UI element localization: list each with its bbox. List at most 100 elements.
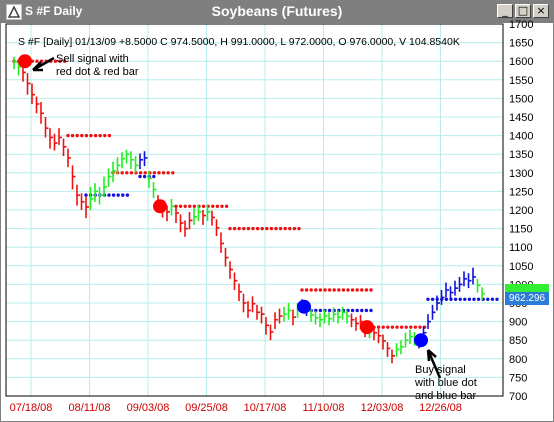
maximize-button[interactable]: □ xyxy=(515,4,531,18)
sell-stop-dots xyxy=(386,325,390,329)
y-tick-label: 1650 xyxy=(509,38,533,50)
sell-stop-dots xyxy=(399,325,404,329)
buy-signal-dot xyxy=(414,333,428,348)
buy-annotation: Buy signal with blue dot and blue bar xyxy=(415,364,477,403)
sell-stop-dots xyxy=(171,171,175,175)
y-tick-label: 750 xyxy=(509,372,527,384)
plot-border xyxy=(5,23,504,397)
buy-stop-dots xyxy=(121,193,125,197)
sell-stop-dots xyxy=(232,226,237,231)
sell-stop-dots xyxy=(297,226,301,231)
buy-stop-dots xyxy=(490,297,495,301)
buy-stop-dots xyxy=(116,193,120,197)
sell-stop-dots xyxy=(381,325,385,329)
sell-stop-dots xyxy=(413,325,418,329)
sell-stop-dots xyxy=(360,288,364,292)
sell-stop-dots xyxy=(292,226,297,231)
buy-stop-dots xyxy=(111,193,116,197)
sell-stop-dots xyxy=(89,133,93,138)
sell-stop-dots xyxy=(161,171,166,175)
sell-stop-dots xyxy=(300,288,304,292)
sell-stop-dots xyxy=(143,171,147,175)
sell-stop-dots xyxy=(327,288,332,292)
sell-stop-dots xyxy=(103,133,107,138)
sell-stop-dots xyxy=(364,288,369,292)
y-tick-label: 1600 xyxy=(509,56,533,68)
y-tick-label: 1250 xyxy=(509,186,533,198)
sell-stop-dots xyxy=(337,288,341,292)
sell-stop-dots xyxy=(255,226,260,231)
sell-stop-dots xyxy=(188,204,192,208)
sell-stop-dots xyxy=(152,171,157,175)
buy-stop-dots xyxy=(444,297,449,301)
y-tick-label: 1450 xyxy=(509,112,533,124)
buy-annotation-line1: Buy signal xyxy=(415,364,466,376)
buy-stop-dots xyxy=(138,174,142,179)
sell-stop-dots xyxy=(409,325,413,329)
sell-stop-dots xyxy=(246,226,251,231)
sell-stop-dots xyxy=(332,288,336,292)
sell-stop-dots xyxy=(314,288,318,292)
sell-stop-dots xyxy=(53,59,58,63)
sell-signal-dot xyxy=(153,199,167,214)
buy-stop-dots xyxy=(467,297,472,301)
buy-signal-dot xyxy=(297,299,311,314)
buy-stop-dots xyxy=(369,308,373,313)
sell-stop-dots xyxy=(98,133,102,138)
x-tick-label: 10/17/08 xyxy=(244,402,287,414)
y-tick-label: 1550 xyxy=(509,75,533,87)
sell-stop-dots xyxy=(215,204,220,208)
last-bar-marker xyxy=(505,284,549,292)
buy-arrow xyxy=(426,349,442,379)
buy-annotation-line2: with blue dot xyxy=(415,377,477,389)
y-tick-label: 1050 xyxy=(509,261,533,273)
close-button[interactable]: × xyxy=(533,4,549,18)
quote-info-line: S #F [Daily] 01/13/09 +8.5000 C 974.5000… xyxy=(18,36,460,48)
y-tick-label: 900 xyxy=(509,317,527,329)
y-tick-label: 800 xyxy=(509,354,527,366)
sell-stop-dots xyxy=(350,288,355,292)
sell-stop-dots xyxy=(192,204,197,208)
sell-stop-dots xyxy=(274,226,278,231)
sell-stop-dots xyxy=(346,288,350,292)
sell-stop-dots xyxy=(224,204,229,208)
buy-stop-dots xyxy=(458,297,462,301)
sell-stop-dots xyxy=(355,288,359,292)
sell-stop-dots xyxy=(369,288,373,292)
sell-stop-dots xyxy=(62,59,67,63)
sell-stop-dots xyxy=(265,226,269,231)
buy-stop-dots xyxy=(318,308,323,313)
x-tick-label: 09/25/08 xyxy=(185,402,228,414)
sell-stop-dots xyxy=(309,288,313,292)
sell-stop-dots xyxy=(166,171,170,175)
last-price-tag: 962.296 xyxy=(505,292,549,305)
sell-arrow xyxy=(32,56,55,72)
sell-stop-dots xyxy=(278,226,283,231)
sell-stop-dots xyxy=(93,133,98,138)
app-icon xyxy=(6,4,22,20)
sell-signal-dot xyxy=(18,54,32,69)
minimize-button[interactable]: _ xyxy=(497,4,513,18)
sell-stop-dots xyxy=(269,226,274,231)
sell-stop-dots xyxy=(107,133,112,138)
y-tick-label: 1350 xyxy=(509,149,533,161)
buy-stop-dots xyxy=(142,174,147,179)
window-title: S #F Daily xyxy=(25,4,83,18)
sell-stop-dots xyxy=(75,133,79,138)
sell-stop-dots xyxy=(178,204,183,208)
buy-stop-dots xyxy=(463,297,467,301)
title-bar[interactable]: S #F Daily Soybeans (Futures) _ □ × xyxy=(1,1,553,23)
x-tick-label: 12/03/08 xyxy=(361,402,404,414)
buy-stop-dots xyxy=(84,193,88,197)
sell-stop-dots xyxy=(283,226,287,231)
y-tick-label: 1300 xyxy=(509,168,533,180)
sell-stop-dots xyxy=(35,59,39,63)
buy-stop-dots xyxy=(495,297,499,301)
sell-stop-dots xyxy=(157,171,161,175)
sell-annotation-line1: Sell signal with xyxy=(56,53,129,65)
sell-stop-dots xyxy=(288,226,292,231)
buy-stop-dots xyxy=(472,297,476,301)
sell-stop-dots xyxy=(183,204,187,208)
sell-stop-dots xyxy=(138,171,143,175)
